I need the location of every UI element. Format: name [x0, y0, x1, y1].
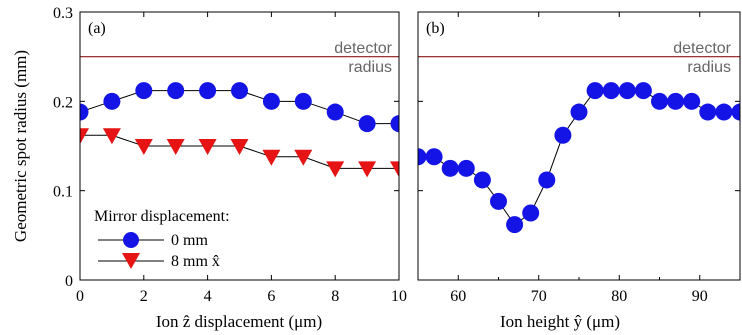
- x-tick-label: 4: [204, 288, 212, 305]
- data-point-circle: [390, 115, 399, 133]
- legend: Mirror displacement: 0 mm 8 mm x̂: [94, 208, 230, 270]
- data-point-circle: [618, 82, 636, 100]
- panel-b-xlabel: Ion height ŷ (μm): [500, 312, 620, 331]
- data-point-circle: [80, 103, 89, 121]
- x-tick-label: 90: [692, 288, 708, 305]
- y-tick-label: 0.3: [53, 5, 73, 22]
- legend-title: Mirror displacement:: [94, 208, 230, 225]
- data-point-circle: [522, 204, 540, 222]
- data-point-circle: [457, 159, 475, 177]
- data-point-circle: [441, 159, 459, 177]
- y-tick-label: 0.2: [53, 94, 73, 111]
- panel-a-xlabel: Ion ẑ displacement (μm): [156, 312, 322, 331]
- data-point-triangle: [358, 161, 377, 178]
- panel-a-ylabel: Geometric spot radius (mm): [11, 50, 30, 242]
- data-point-circle: [294, 92, 312, 110]
- panel-a-data: [80, 82, 399, 178]
- data-point-triangle: [80, 128, 89, 145]
- data-point-circle: [262, 92, 280, 110]
- legend-marker-0mm: [123, 232, 139, 248]
- data-point-triangle: [166, 139, 185, 155]
- data-point-circle: [667, 92, 685, 110]
- y-tick-label: 0: [65, 273, 73, 290]
- data-point-triangle: [262, 149, 281, 166]
- detector-label-bottom-b: radius: [687, 59, 731, 76]
- data-point-circle: [731, 103, 740, 121]
- data-point-triangle: [294, 149, 313, 166]
- x-tick-label: 10: [391, 288, 407, 305]
- panel-a-label: (a): [88, 20, 106, 37]
- panel-b-ticks: 60 70 80 90: [417, 11, 741, 305]
- data-point-circle: [602, 82, 620, 100]
- data-point-circle: [231, 82, 248, 100]
- data-point-circle: [167, 82, 185, 100]
- data-point-circle: [473, 171, 491, 189]
- data-point-circle: [715, 103, 733, 121]
- panel-b: 60 70 80 90 (b) detector radius Ion height …: [417, 11, 741, 331]
- data-point-circle: [103, 92, 121, 110]
- legend-entry-0mm: 0 mm: [171, 232, 208, 249]
- data-point-circle: [554, 126, 572, 144]
- detector-label-top-b: detector: [673, 40, 731, 57]
- x-tick-label: 8: [331, 288, 339, 305]
- legend-entry-8mm: 8 mm x̂: [171, 253, 220, 270]
- y-tick-label: 0.1: [53, 184, 73, 201]
- data-point-triangle: [326, 161, 345, 178]
- data-point-triangle: [230, 139, 249, 155]
- panel-a-frame: [79, 11, 400, 281]
- data-point-circle: [570, 103, 588, 121]
- data-point-circle: [199, 82, 217, 100]
- x-tick-label: 80: [611, 288, 627, 305]
- data-point-triangle: [198, 139, 217, 155]
- legend-marker-8mm: [122, 253, 140, 269]
- panel-a-ticks: 0 2 4 6 8 10 0 0.1 0.2 0.3: [53, 5, 407, 305]
- x-tick-label: 60: [450, 288, 466, 305]
- data-point-circle: [651, 92, 668, 110]
- data-point-circle: [425, 148, 443, 166]
- data-point-circle: [490, 192, 507, 210]
- panel-b-data: [418, 82, 740, 234]
- panel-b-label: (b): [426, 20, 445, 37]
- data-point-triangle: [102, 128, 121, 145]
- data-point-circle: [418, 148, 427, 166]
- data-point-circle: [586, 82, 604, 100]
- x-tick-label: 2: [140, 288, 148, 305]
- data-point-circle: [699, 103, 717, 121]
- x-tick-label: 0: [76, 288, 84, 305]
- x-tick-label: 6: [267, 288, 275, 305]
- detector-label-top: detector: [334, 40, 392, 57]
- panel-a: 0 2 4 6 8 10 0 0.1 0.2 0.3 (a) detector radius Io…: [11, 5, 407, 331]
- data-point-triangle: [134, 139, 153, 155]
- data-point-circle: [538, 171, 556, 189]
- data-point-circle: [506, 216, 524, 234]
- data-point-circle: [634, 82, 652, 100]
- detector-label-bottom: radius: [348, 59, 392, 76]
- data-point-circle: [326, 103, 344, 121]
- data-point-triangle: [390, 161, 399, 178]
- data-point-circle: [683, 92, 701, 110]
- data-point-circle: [358, 115, 376, 133]
- data-point-circle: [135, 82, 153, 100]
- x-tick-label: 70: [531, 288, 547, 305]
